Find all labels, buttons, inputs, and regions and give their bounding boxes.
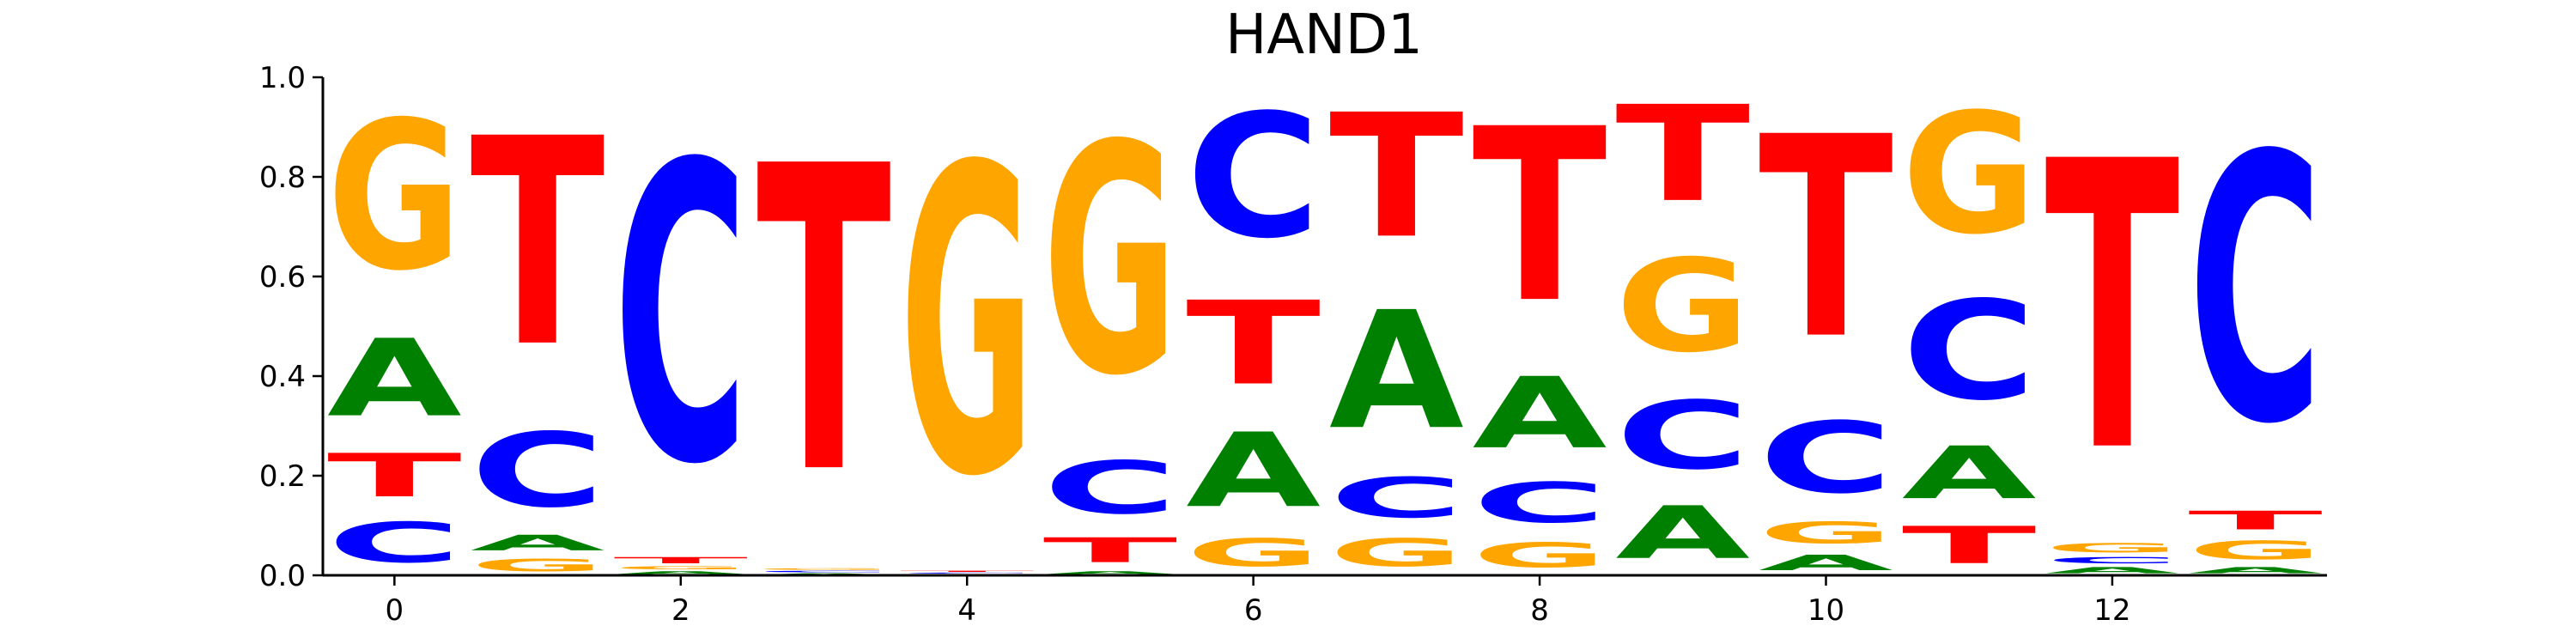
logo-letter-T: T [1329, 78, 1464, 276]
logo-letter-A: A [613, 570, 748, 575]
logo-letter-T: T [327, 441, 462, 511]
x-tick-label: 0 [386, 593, 404, 628]
logo-letter-A: A [471, 531, 605, 556]
x-ticks: 0 2 4 6 8 10 12 [386, 575, 2131, 628]
logo-letters: CTAGGACTAGTCACGTACTGATCGGATCGCATGCATACGT… [327, 77, 2323, 575]
logo-letter-A: A [2188, 565, 2323, 575]
chart-title: HAND1 [1225, 3, 1423, 67]
y-tick-label: 0.4 [259, 360, 306, 394]
logo-letter-A: A [1615, 491, 1750, 575]
logo-letter-C: C [471, 411, 605, 530]
logo-letter-G: G [1902, 79, 2037, 271]
x-tick-label: 2 [671, 593, 690, 628]
x-tick-label: 12 [2093, 593, 2130, 628]
logo-letter-G: G [1329, 531, 1464, 575]
logo-letter-G: G [1615, 233, 1750, 381]
logo-letter-T: T [613, 556, 748, 566]
logo-letter-T: T [471, 79, 606, 410]
logo-letter-C: C [1043, 447, 1178, 531]
logo-letter-A: A [2045, 565, 2180, 575]
logo-letter-T: T [756, 78, 892, 566]
logo-letter-G: G [471, 556, 605, 575]
logo-letter-G: G [900, 77, 1035, 568]
logo-letter-A: A [1902, 431, 2037, 515]
logo-letter-C: C [2188, 78, 2323, 505]
logo-letter-C: C [1186, 78, 1321, 276]
logo-letter-C: C [1615, 381, 1750, 490]
logo-letter-G: G [2045, 540, 2180, 555]
logo-letter-C: C [756, 570, 891, 573]
logo-letter-G: G [1186, 531, 1321, 575]
logo-letter-T: T [1902, 515, 2037, 574]
logo-letter-A: A [327, 316, 462, 440]
logo-letter-T: T [1186, 277, 1321, 410]
logo-letter-A: A [1043, 570, 1178, 575]
logo-letter-C: C [900, 573, 1035, 574]
logo-letter-C: C [1473, 471, 1607, 536]
logo-letter-T: T [1473, 78, 1607, 356]
y-tick-label: 0.8 [259, 161, 306, 195]
logo-letter-C: C [2045, 556, 2180, 566]
logo-letter-G: G [327, 78, 462, 316]
x-tick-label: 4 [957, 593, 976, 628]
logo-letter-G: G [756, 568, 891, 570]
logo-letter-G: G [1473, 536, 1607, 575]
x-tick-label: 8 [1530, 593, 1549, 628]
logo-letter-T: T [2045, 78, 2181, 539]
logo-letter-T: T [900, 570, 1035, 572]
logo-letter-A: A [1329, 277, 1464, 466]
y-tick-label: 0.0 [259, 559, 306, 593]
y-ticks: 0.0 0.2 0.4 0.6 0.8 1.0 [259, 61, 323, 593]
logo-letter-T: T [1043, 531, 1178, 570]
logo-letter-A: A [1759, 550, 1893, 575]
logo-letter-C: C [1329, 466, 1464, 531]
y-tick-label: 0.2 [259, 459, 306, 494]
logo-letter-C: C [1902, 272, 2037, 431]
y-tick-label: 1.0 [259, 61, 306, 95]
axes [321, 77, 2327, 577]
logo-letter-G: G [2188, 536, 2323, 566]
logo-letter-A: A [1473, 356, 1607, 471]
logo-letter-T: T [2188, 506, 2323, 536]
y-tick-label: 0.6 [259, 260, 306, 295]
logo-letter-C: C [613, 78, 748, 554]
logo-letter-G: G [1759, 516, 1893, 550]
logo-letter-G: G [613, 565, 748, 570]
x-tick-label: 6 [1244, 593, 1263, 628]
logo-letter-C: C [327, 511, 462, 575]
logo-letter-A: A [1186, 412, 1321, 531]
logo-letter-T: T [1759, 77, 1894, 399]
logo-letter-G: G [1043, 78, 1178, 445]
logo-letter-C: C [1759, 402, 1893, 516]
logo-letter-T: T [1615, 78, 1750, 231]
x-tick-label: 10 [1807, 593, 1844, 628]
